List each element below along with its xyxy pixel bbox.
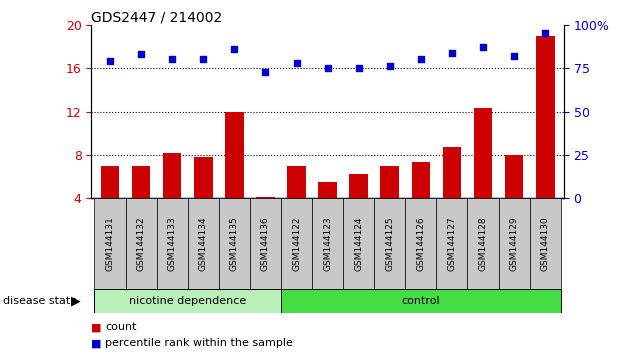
Text: GSM144128: GSM144128 (479, 216, 488, 271)
Bar (350, 175, 368, 198)
Text: GSM144129: GSM144129 (510, 216, 518, 271)
Text: ▶: ▶ (71, 295, 81, 307)
Bar (94, 198, 125, 289)
Text: GSM144136: GSM144136 (261, 216, 270, 271)
Bar (188, 198, 219, 289)
Text: percentile rank within the sample: percentile rank within the sample (105, 338, 293, 348)
Text: GSM144122: GSM144122 (292, 216, 301, 270)
Bar (281, 198, 312, 289)
Text: GSM144125: GSM144125 (386, 216, 394, 271)
Text: GSM144134: GSM144134 (198, 216, 208, 271)
Bar (250, 198, 281, 289)
Bar (381, 166, 399, 198)
Bar (405, 198, 437, 289)
Point (229, 46, 239, 52)
Text: GSM144130: GSM144130 (541, 216, 550, 271)
Point (509, 53, 519, 59)
Text: GSM144132: GSM144132 (137, 216, 146, 271)
Point (292, 60, 302, 66)
Point (385, 64, 395, 69)
Text: GSM144123: GSM144123 (323, 216, 332, 271)
Text: GSM144126: GSM144126 (416, 216, 425, 271)
Text: control: control (401, 296, 440, 306)
Point (105, 58, 115, 64)
Point (416, 57, 426, 62)
Bar (287, 166, 306, 198)
Text: GSM144127: GSM144127 (447, 216, 457, 271)
Point (198, 57, 209, 62)
Point (167, 57, 177, 62)
Bar (343, 198, 374, 289)
Bar (125, 198, 157, 289)
Bar (157, 198, 188, 289)
Bar (132, 166, 151, 198)
Point (540, 30, 550, 36)
Point (260, 69, 270, 74)
Point (478, 45, 488, 50)
Bar (474, 108, 493, 198)
Point (353, 65, 364, 71)
Bar (194, 157, 212, 198)
Bar (411, 162, 430, 198)
Text: GDS2447 / 214002: GDS2447 / 214002 (91, 11, 222, 25)
Text: GSM144133: GSM144133 (168, 216, 176, 271)
Bar (281, 289, 561, 313)
Bar (536, 36, 554, 198)
Point (323, 65, 333, 71)
Bar (467, 198, 498, 289)
Bar (374, 198, 405, 289)
Text: ■: ■ (91, 338, 102, 348)
Bar (443, 147, 461, 198)
Bar (94, 289, 281, 313)
Point (447, 50, 457, 55)
Bar (530, 198, 561, 289)
Bar (318, 182, 337, 198)
Bar (219, 198, 250, 289)
Text: GSM144124: GSM144124 (354, 216, 363, 270)
Text: GSM144135: GSM144135 (230, 216, 239, 271)
Text: count: count (105, 322, 137, 332)
Text: ■: ■ (91, 322, 102, 332)
Text: disease state: disease state (3, 296, 77, 306)
Bar (101, 166, 119, 198)
Bar (505, 155, 524, 198)
Bar (256, 197, 275, 198)
Bar (498, 198, 530, 289)
Text: GSM144131: GSM144131 (105, 216, 115, 271)
Bar (312, 198, 343, 289)
Bar (437, 198, 467, 289)
Text: nicotine dependence: nicotine dependence (129, 296, 246, 306)
Point (136, 51, 146, 57)
Bar (225, 112, 244, 198)
Bar (163, 153, 181, 198)
